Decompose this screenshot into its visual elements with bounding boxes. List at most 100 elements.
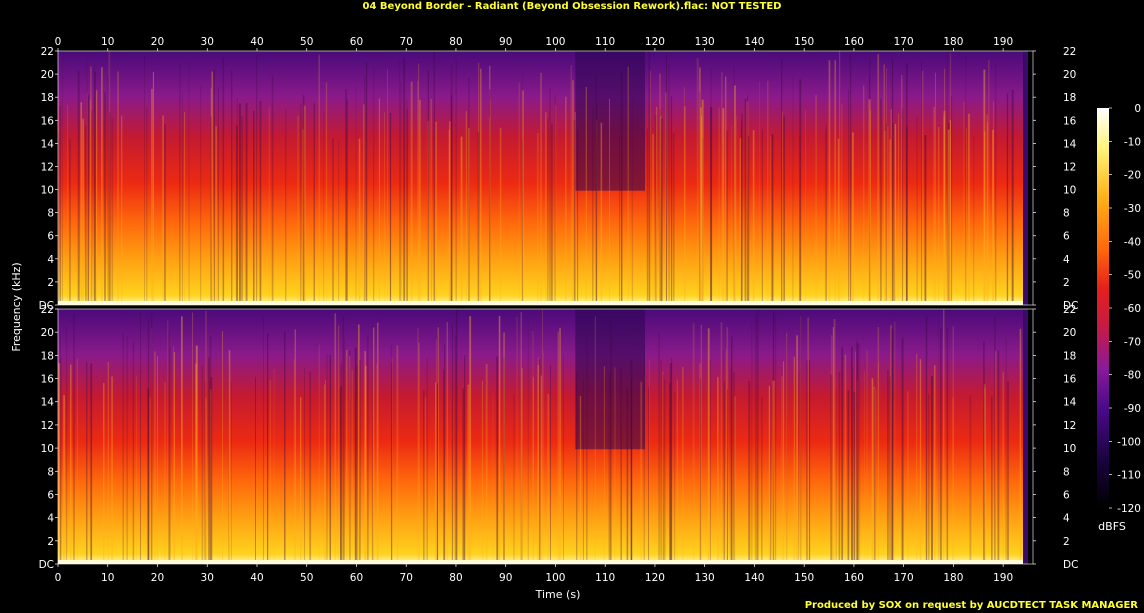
x-tick-label-bottom: 170 [894,572,914,584]
spectral-streak [547,393,550,564]
spectral-streak [887,125,889,306]
spectral-streak [60,334,61,564]
spectral-streak [883,64,885,305]
spectral-streak [167,320,169,564]
colorbar-tick-label: -110 [1117,470,1141,482]
spectral-streak [345,89,348,305]
spectral-streak [947,129,950,305]
spectral-streak [986,122,989,305]
y-tick-label-left: 20 [41,327,54,339]
spectral-streak [925,316,928,564]
spectral-streak [302,95,305,305]
spectral-streak [563,355,564,564]
spectral-streak [344,339,345,564]
spectral-streak [815,94,817,305]
spectral-streak [579,396,582,564]
spectral-streak [208,357,210,564]
spectral-streak [256,55,258,306]
spectral-streak [85,125,87,305]
spectral-streak [884,130,886,305]
spectral-streak [152,71,154,306]
spectral-streak [733,66,735,305]
spectral-streak [700,116,703,305]
spectral-streak [800,315,802,564]
spectral-streak [205,310,207,564]
spectral-streak [699,378,702,564]
spectral-streak [839,51,841,305]
spectral-streak [73,314,75,564]
spectral-streak [864,371,865,564]
spectral-streak [121,115,123,305]
spectral-streak [906,126,908,305]
footer-credit: Produced by SOX on request by AUCDTECT T… [804,600,1138,611]
colorbar-tick-label: -10 [1124,136,1141,148]
spectral-streak [570,65,572,305]
spectral-streak [692,323,695,564]
panel-frame [57,50,1034,306]
x-tick-label-bottom: 150 [794,572,814,584]
spectral-streak [868,75,870,306]
colorbar-tick-label: -90 [1124,403,1141,415]
y-tick-label-left: 4 [47,513,54,525]
spectral-streak [627,66,629,305]
y-tick-label-left: 14 [41,397,55,409]
colorbar-tick-label: 0 [1134,103,1141,115]
spectral-streak [390,345,392,564]
spectral-streak [468,128,470,305]
spectral-streak [520,366,523,564]
spectral-streak [436,383,438,564]
spectral-streak [874,388,876,564]
spectral-streak [182,93,183,305]
spectral-streak [889,376,891,564]
spectral-streak [1007,381,1009,564]
spectral-streak [364,351,366,564]
spectral-streak [1005,338,1007,564]
spectral-streak [799,135,801,305]
spectral-streak [150,312,153,564]
spectral-streak [671,358,673,564]
spectral-streak [195,345,198,564]
spectral-streak [358,324,360,564]
spectral-streak [665,92,667,305]
spectral-streak [271,75,274,305]
x-tick-label-top: 30 [201,36,214,48]
spectral-streak [890,109,892,305]
spectral-streak [775,313,777,564]
spectral-streak [200,85,202,305]
spectral-streak [122,332,124,564]
spectral-streak [557,331,559,564]
spectral-streak [756,309,759,564]
spectral-streak [181,316,183,564]
spectral-streak [403,58,406,305]
y-tick-label-right: DC [1063,559,1078,571]
spectral-streak [806,360,808,564]
spectral-streak [660,359,662,564]
spectral-streak [267,333,269,564]
spectral-streak [417,80,419,305]
spectral-streak [626,387,629,564]
spectral-streak [417,327,419,564]
spectral-streak [798,372,800,564]
spectral-streak [65,325,68,564]
spectral-streak [700,324,702,564]
spectral-streak [875,388,877,564]
spectral-streak [209,335,212,564]
spectral-streak [771,134,774,305]
spectral-streak [699,107,702,305]
spectral-streak [724,381,725,564]
spectral-streak [192,312,193,564]
spectral-streak [825,124,827,305]
spectral-streak [522,71,523,305]
y-tick-label-right: 14 [1063,138,1077,150]
x-tick-label-top: 20 [151,36,164,48]
spectral-streak [924,135,927,305]
x-tick-label-bottom: 160 [844,572,864,584]
spectral-streak [303,105,306,305]
spectral-streak [157,355,158,564]
spectral-streak [660,118,663,305]
y-tick-label-left: 20 [41,69,54,81]
spectral-streak [938,127,940,305]
quiet-segment [575,51,645,191]
spectral-streak [916,353,918,564]
spectral-streak [676,379,678,564]
